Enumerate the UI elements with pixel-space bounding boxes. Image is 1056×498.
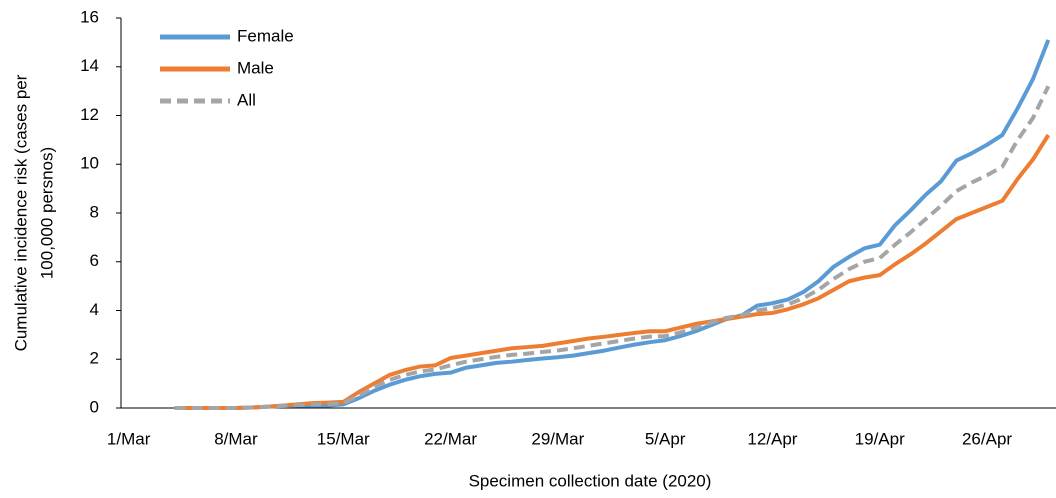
y-tick-label: 2 <box>90 349 99 368</box>
x-tick-label: 8/Mar <box>214 429 258 448</box>
y-tick-label: 12 <box>80 105 99 124</box>
y-tick-label: 6 <box>90 251 99 270</box>
y-tick-label: 8 <box>90 202 99 221</box>
series-line <box>174 39 1051 410</box>
legend-label: All <box>237 90 256 109</box>
legend-label: Male <box>237 58 274 77</box>
x-tick-label: 1/Mar <box>107 429 151 448</box>
series-line <box>174 133 1051 410</box>
y-axis-title: 100,000 persnos) <box>37 147 56 279</box>
x-tick-label: 22/Mar <box>424 429 477 448</box>
y-tick-label: 16 <box>80 7 99 26</box>
y-tick-label: 10 <box>80 154 99 173</box>
x-tick-label: 29/Mar <box>531 429 584 448</box>
y-axis-title: Cumulative incidence risk (cases per <box>11 74 30 351</box>
y-tick-label: 0 <box>90 397 99 416</box>
x-tick-label: 12/Apr <box>747 429 797 448</box>
y-tick-label: 4 <box>90 300 99 319</box>
series-line <box>174 85 1051 410</box>
y-tick-label: 14 <box>80 56 99 75</box>
x-axis-title: Specimen collection date (2020) <box>469 471 712 490</box>
legend-label: Female <box>237 26 294 45</box>
x-tick-label: 19/Apr <box>855 429 905 448</box>
x-tick-label: 5/Apr <box>645 429 686 448</box>
x-tick-label: 26/Apr <box>962 429 1012 448</box>
x-tick-label: 15/Mar <box>317 429 370 448</box>
